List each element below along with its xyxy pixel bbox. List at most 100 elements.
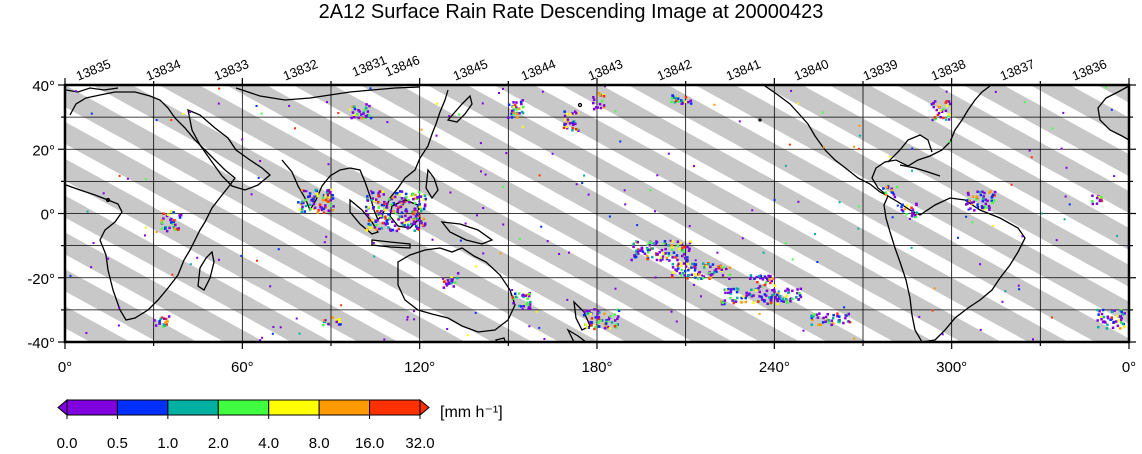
rain-pixel <box>785 300 789 303</box>
orbit-label: 13842 <box>655 56 694 83</box>
rain-pixel <box>295 317 298 320</box>
colorbar-swatch <box>66 399 118 416</box>
rain-pixel <box>371 218 374 222</box>
rain-pixel <box>360 113 363 116</box>
lat-label: 0° <box>41 207 55 224</box>
rain-pixel <box>167 315 171 318</box>
rain-pixel <box>945 90 948 93</box>
rain-pixel <box>598 102 602 106</box>
rain-pixel <box>162 323 166 326</box>
rain-pixel <box>713 103 716 106</box>
rain-pixel <box>795 296 798 299</box>
rain-pixel <box>843 306 846 309</box>
rain-pixel <box>173 219 176 222</box>
rain-pixel <box>729 292 732 295</box>
rain-pixel <box>681 246 684 250</box>
rain-pixel <box>813 313 816 316</box>
rain-pixel <box>402 200 405 204</box>
rain-pixel <box>906 204 909 207</box>
rain-pixel <box>790 89 793 92</box>
rain-pixel <box>1114 320 1118 323</box>
rain-pixel <box>745 291 748 295</box>
rain-pixel <box>241 138 244 141</box>
rain-pixel <box>945 104 949 108</box>
rain-pixel <box>400 201 404 205</box>
rain-pixel <box>661 252 665 255</box>
rain-pixel <box>1051 127 1054 130</box>
rain-pixel <box>445 284 449 287</box>
rain-pixel <box>413 197 417 200</box>
rain-pixel <box>571 121 574 124</box>
rain-pixel <box>362 112 365 115</box>
rain-pixel <box>682 262 686 265</box>
rain-pixel <box>690 266 693 269</box>
rain-pixel <box>327 322 330 326</box>
rain-pixel <box>939 109 942 112</box>
rain-pixel <box>617 309 621 312</box>
rain-pixel <box>766 302 769 305</box>
rain-pixel <box>911 147 914 150</box>
rain-pixel <box>714 268 718 271</box>
rain-pixel <box>819 323 823 326</box>
rain-pixel <box>787 288 790 292</box>
rain-pixel <box>571 126 574 130</box>
rain-pixel <box>413 310 415 313</box>
rain-pixel <box>815 313 818 316</box>
map-title: 2A12 Surface Rain Rate Descending Image … <box>318 1 824 23</box>
rain-pixel <box>981 199 985 203</box>
rain-pixel <box>364 115 368 119</box>
coastlines <box>65 85 1129 342</box>
rain-pixel <box>942 107 945 111</box>
rain-pixel <box>981 206 985 209</box>
rain-pixel <box>338 318 341 321</box>
rain-pixel <box>634 255 638 259</box>
rain-pixel <box>327 191 331 195</box>
rain-pixel <box>966 191 970 195</box>
rain-pixel <box>515 112 519 116</box>
rain-pixel <box>259 160 262 162</box>
rain-pixel <box>786 301 789 305</box>
rain-pixel <box>594 325 597 329</box>
rain-pixel <box>771 293 775 296</box>
rain-pixel <box>594 316 597 319</box>
rain-pixel <box>417 195 421 199</box>
rain-pixel <box>312 202 316 206</box>
rain-pixel <box>407 218 410 221</box>
rain-pixel <box>375 223 378 227</box>
rain-pixel <box>272 326 275 328</box>
rain-pixel <box>681 102 684 105</box>
rain-pixel <box>565 112 569 116</box>
rain-pixel <box>377 206 380 209</box>
rain-pixel <box>802 329 805 332</box>
rain-pixel <box>298 208 301 211</box>
rain-pixel <box>543 338 546 340</box>
rain-pixel <box>456 272 460 275</box>
rain-pixel <box>905 212 908 216</box>
rain-pixel <box>890 187 893 191</box>
rain-pixel <box>328 191 332 194</box>
rain-pixel <box>377 201 380 204</box>
rain-pixel <box>303 189 306 193</box>
rain-pixel <box>740 301 743 304</box>
rain-pixel <box>297 201 300 204</box>
rain-pixel <box>277 248 280 251</box>
rain-pixel <box>607 318 611 321</box>
rain-pixel <box>671 263 675 266</box>
rain-pixel <box>385 220 388 223</box>
rain-pixel <box>332 205 335 208</box>
rain-pixel <box>603 312 606 316</box>
rain-pixel <box>371 207 375 210</box>
rain-pixel <box>1100 318 1103 321</box>
rain-pixel <box>384 217 387 220</box>
rain-pixel <box>164 225 167 229</box>
rain-pixel <box>324 204 327 207</box>
rain-pixel <box>725 289 728 291</box>
rain-pixel <box>383 338 386 341</box>
rain-pixel <box>948 113 951 116</box>
rain-pixel <box>331 193 334 197</box>
rain-pixel <box>423 203 427 206</box>
rain-pixel <box>327 195 331 198</box>
rain-pixel <box>300 210 303 214</box>
rain-pixel <box>1114 321 1117 325</box>
